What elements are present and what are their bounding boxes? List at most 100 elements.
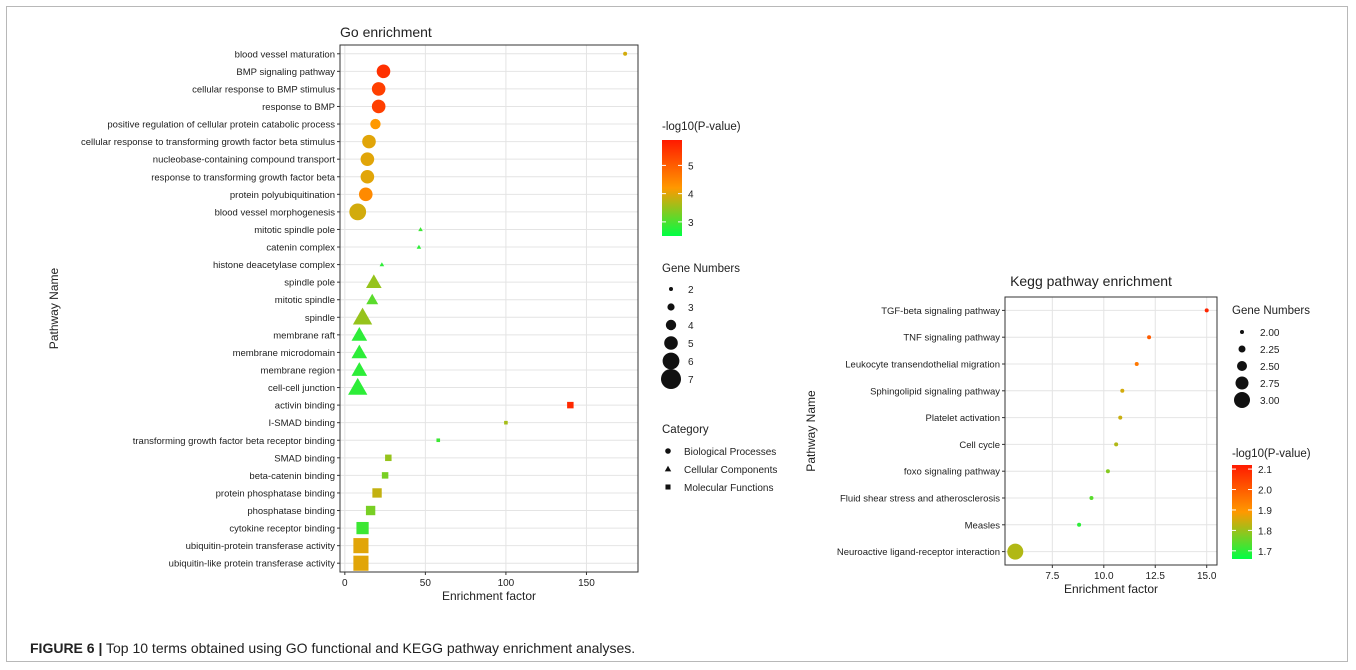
go-point-triangle (379, 262, 385, 267)
go-color-legend-title: -log10(P-value) (662, 121, 741, 133)
go-ytick-label: spindle (305, 313, 335, 324)
kegg-color-legend-title: -log10(P-value) (1232, 448, 1311, 460)
go-ytick-label: response to transforming growth factor b… (151, 172, 335, 183)
go-point-triangle (366, 293, 379, 305)
kegg-ytick-label: Cell cycle (959, 440, 1000, 451)
go-colorbar (662, 140, 682, 236)
kegg-point (1134, 362, 1139, 366)
go-size-legend-dot (669, 287, 673, 291)
go-ytick-label: protein phosphatase binding (216, 488, 335, 499)
kegg-ytick-label: Neuroactive ligand-receptor interaction (837, 547, 1000, 558)
go-ytick-label: BMP signaling pathway (236, 67, 335, 78)
go-category-legend-label: Molecular Functions (684, 483, 773, 494)
go-point-square (372, 488, 382, 498)
go-point-triangle (416, 244, 422, 249)
go-y-axis-label: Pathway Name (47, 267, 61, 349)
go-point-circle (371, 99, 386, 114)
go-category-legend-title: Category (662, 424, 709, 436)
kegg-xtick-label: 10.0 (1094, 571, 1114, 582)
kegg-size-legend-label: 2.25 (1260, 345, 1280, 356)
kegg-point (1105, 469, 1110, 474)
go-x-axis-label: Enrichment factor (442, 589, 536, 603)
go-point-triangle (418, 227, 423, 232)
kegg-size-legend-dot (1235, 376, 1249, 390)
go-ytick-label: blood vessel morphogenesis (215, 207, 336, 218)
go-category-legend-circle (665, 448, 671, 454)
go-point-circle (371, 82, 386, 96)
go-ytick-label: I-SMAD binding (268, 418, 335, 429)
kegg-point (1120, 388, 1125, 393)
go-category-legend-triangle (664, 465, 672, 472)
kegg-colorbar (1232, 465, 1252, 559)
go-size-legend-label: 2 (688, 285, 694, 296)
go-point-square (436, 438, 441, 443)
go-point-square (365, 505, 376, 516)
go-size-legend-label: 3 (688, 303, 694, 314)
go-ytick-label: cytokine receptor binding (229, 524, 335, 535)
kegg-ytick-label: Sphingolipid signaling pathway (870, 386, 1000, 397)
go-size-legend-label: 7 (688, 375, 694, 386)
go-ytick-label: blood vessel maturation (235, 49, 335, 60)
go-colorbar-label: 3 (688, 218, 694, 229)
go-category-legend-label: Cellular Components (684, 465, 777, 476)
kegg-xtick-label: 7.5 (1045, 571, 1059, 582)
go-ytick-label: cell-cell junction (268, 383, 335, 394)
go-size-legend-label: 4 (688, 321, 694, 332)
kegg-colorbar-label: 2.1 (1258, 465, 1272, 476)
kegg-size-legend-dot (1234, 392, 1250, 408)
go-ytick-label: membrane microdomain (233, 348, 335, 359)
go-ytick-label: phosphatase binding (247, 506, 335, 517)
go-size-legend-label: 5 (688, 339, 694, 350)
go-point-triangle (366, 274, 382, 289)
go-point-triangle (348, 377, 368, 395)
go-point-triangle (351, 327, 368, 341)
kegg-size-legend-label: 2.75 (1260, 379, 1280, 390)
go-point-circle (360, 169, 375, 184)
go-ytick-label: response to BMP (262, 102, 335, 113)
kegg-point (1089, 496, 1094, 500)
kegg-panel-border (1004, 296, 1218, 566)
kegg-size-legend-dot (1237, 361, 1247, 371)
go-panel-border (339, 44, 639, 573)
go-ytick-label: ubiquitin-like protein transferase activ… (169, 559, 336, 570)
go-point-square (385, 454, 392, 462)
go-ytick-label: ubiquitin-protein transferase activity (186, 541, 336, 552)
kegg-panel (1005, 297, 1217, 565)
go-xtick-label: 150 (578, 578, 595, 589)
go-point-square (356, 521, 369, 535)
kegg-colorbar-label: 1.8 (1258, 526, 1272, 537)
go-ytick-label: mitotic spindle pole (254, 225, 335, 236)
go-point-square (381, 472, 389, 479)
kegg-ytick-label: Fluid shear stress and atherosclerosis (840, 494, 1000, 505)
go-point-triangle (352, 307, 373, 325)
go-xtick-label: 100 (498, 578, 515, 589)
figure-frame (6, 6, 1348, 662)
kegg-point (1077, 522, 1082, 527)
kegg-colorbar-label: 1.7 (1258, 547, 1272, 558)
go-ytick-label: transforming growth factor beta receptor… (133, 436, 335, 447)
kegg-point (1118, 415, 1123, 420)
kegg-ytick-label: Measles (965, 520, 1001, 531)
figure-caption: FIGURE 6 | Top 10 terms obtained using G… (30, 640, 635, 656)
go-ytick-label: cellular response to transforming growth… (81, 137, 335, 148)
kegg-ytick-label: Platelet activation (926, 413, 1000, 424)
go-title: Go enrichment (340, 24, 432, 40)
go-ytick-label: beta-catenin binding (249, 471, 335, 482)
go-point-square (504, 420, 508, 425)
kegg-size-legend-label: 2.00 (1260, 328, 1280, 339)
go-size-legend-dot (667, 303, 675, 311)
kegg-x-axis-label: Enrichment factor (1064, 582, 1158, 596)
go-size-legend-title: Gene Numbers (662, 263, 740, 275)
kegg-xtick-label: 15.0 (1197, 571, 1217, 582)
kegg-title: Kegg pathway enrichment (1010, 273, 1172, 289)
go-size-legend-dot (664, 336, 678, 350)
go-size-legend-dot (661, 369, 681, 389)
caption-text: Top 10 terms obtained using GO functiona… (102, 640, 636, 656)
kegg-colorbar-label: 1.9 (1258, 506, 1272, 517)
go-ytick-label: activin binding (275, 401, 335, 412)
go-size-legend-label: 6 (688, 357, 694, 368)
go-point-circle (358, 187, 373, 202)
go-ytick-label: catenin complex (266, 243, 335, 254)
kegg-size-legend-dot (1240, 330, 1244, 334)
go-ytick-label: spindle pole (284, 278, 335, 289)
